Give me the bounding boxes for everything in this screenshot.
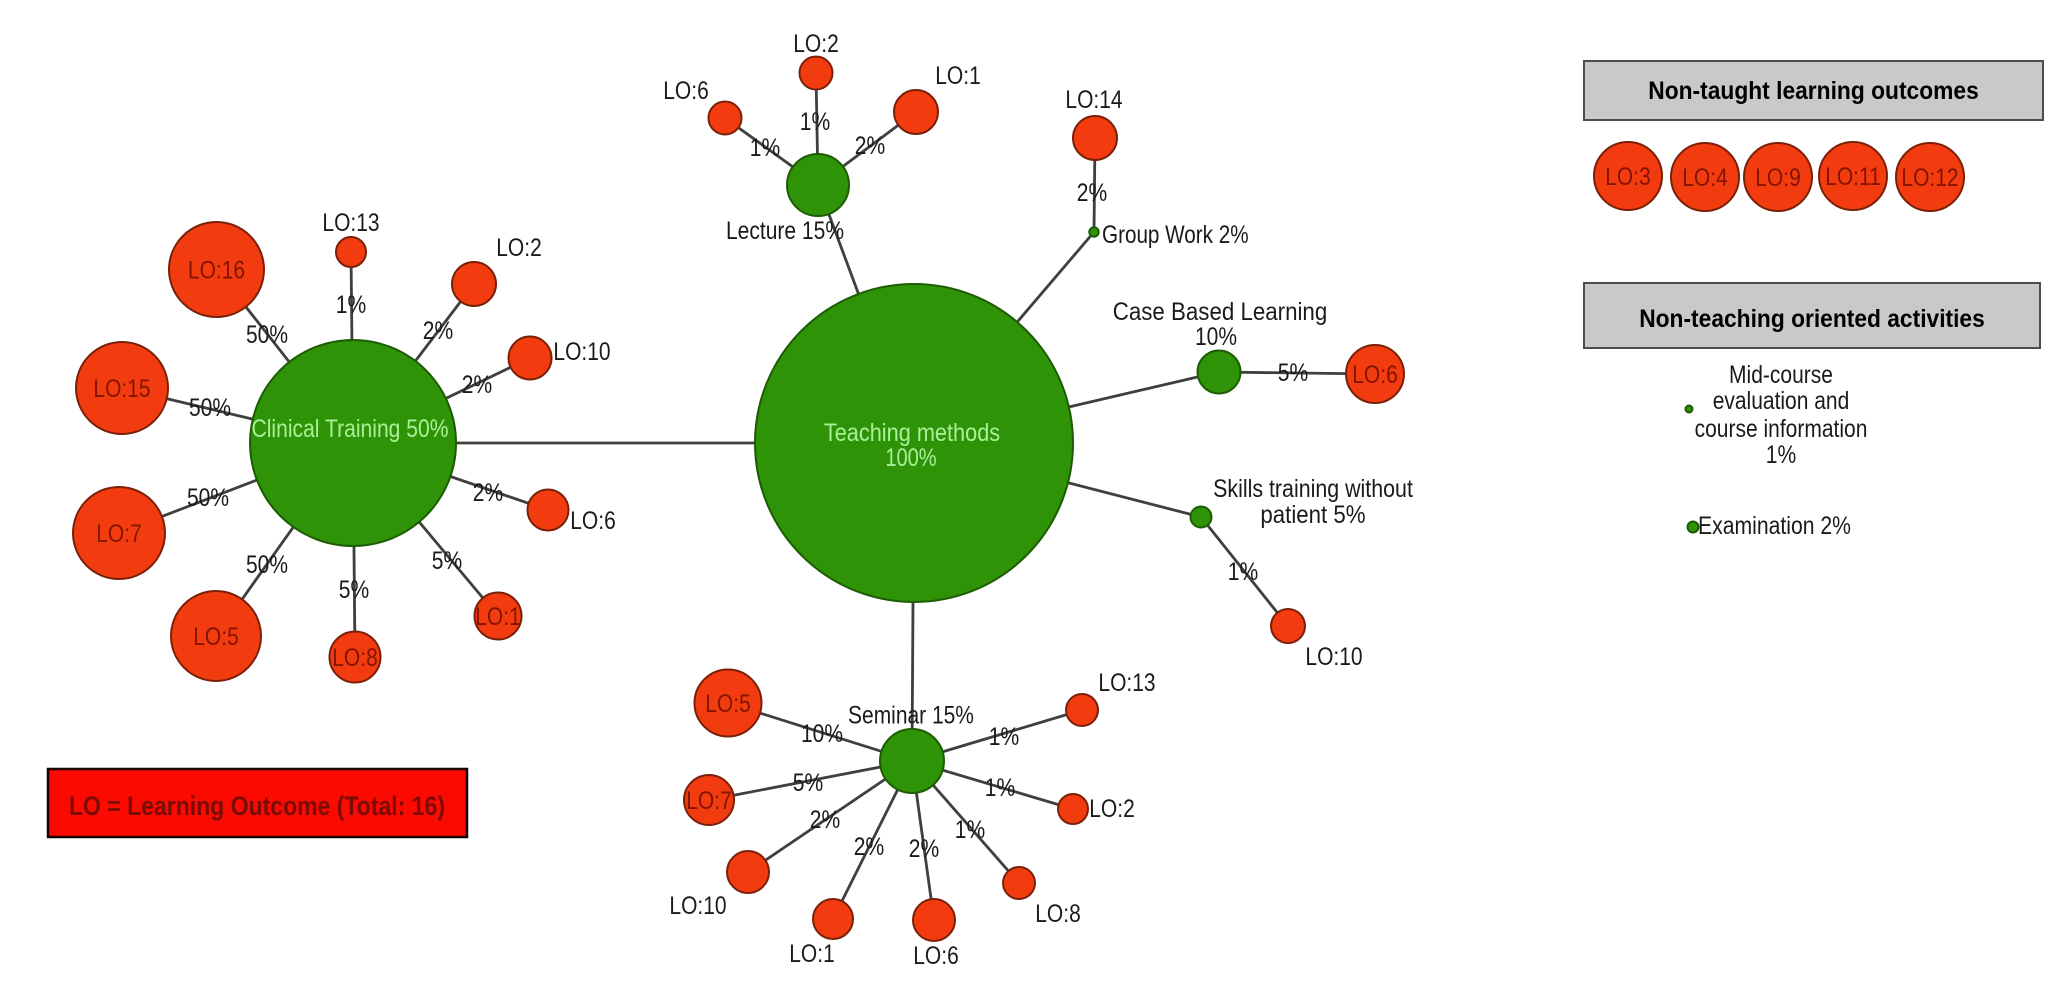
svg-text:50%: 50% <box>189 394 231 422</box>
svg-text:2%: 2% <box>810 806 840 834</box>
svg-text:LO:2: LO:2 <box>1089 795 1135 823</box>
svg-text:LO:12: LO:12 <box>1901 164 1958 192</box>
svg-text:100%: 100% <box>885 444 936 472</box>
svg-text:LO:4: LO:4 <box>1682 164 1728 192</box>
svg-text:LO:5: LO:5 <box>193 623 239 651</box>
svg-text:10%: 10% <box>1195 323 1237 351</box>
svg-text:Group Work 2%: Group Work 2% <box>1102 221 1249 249</box>
svg-text:2%: 2% <box>1077 179 1107 207</box>
svg-text:LO:11: LO:11 <box>1825 163 1881 191</box>
svg-text:Examination 2%: Examination 2% <box>1698 512 1851 540</box>
svg-text:50%: 50% <box>246 551 288 579</box>
svg-text:Lecture 15%: Lecture 15% <box>726 217 844 245</box>
svg-text:1%: 1% <box>955 816 985 844</box>
svg-text:LO:13: LO:13 <box>322 209 379 237</box>
svg-text:1%: 1% <box>989 723 1019 751</box>
svg-text:LO:6: LO:6 <box>663 77 709 105</box>
svg-text:Non-taught learning outcomes: Non-taught learning outcomes <box>1648 77 1979 105</box>
svg-text:10%: 10% <box>801 720 843 748</box>
svg-text:LO:6: LO:6 <box>913 942 959 970</box>
svg-text:LO:10: LO:10 <box>669 892 726 920</box>
svg-text:LO:13: LO:13 <box>1098 669 1155 697</box>
svg-text:LO:2: LO:2 <box>793 30 839 58</box>
svg-text:1%: 1% <box>1228 558 1258 586</box>
svg-text:1%: 1% <box>336 291 366 319</box>
svg-text:LO:10: LO:10 <box>1305 643 1362 671</box>
svg-text:1%: 1% <box>750 134 780 162</box>
svg-text:LO:16: LO:16 <box>188 257 245 285</box>
svg-text:LO:7: LO:7 <box>686 787 732 815</box>
svg-text:course information: course information <box>1695 415 1868 443</box>
svg-text:LO:1: LO:1 <box>475 603 521 631</box>
svg-text:50%: 50% <box>187 484 229 512</box>
svg-text:LO:2: LO:2 <box>496 234 542 262</box>
svg-text:5%: 5% <box>339 576 369 604</box>
svg-text:LO:6: LO:6 <box>570 507 616 535</box>
svg-text:1%: 1% <box>985 774 1015 802</box>
svg-text:1%: 1% <box>1766 441 1796 469</box>
svg-text:5%: 5% <box>432 547 462 575</box>
svg-text:2%: 2% <box>909 835 939 863</box>
svg-text:LO:8: LO:8 <box>1035 900 1081 928</box>
svg-text:2%: 2% <box>854 833 884 861</box>
svg-text:LO:9: LO:9 <box>1755 164 1801 192</box>
svg-text:LO:14: LO:14 <box>1065 86 1122 114</box>
svg-text:Mid-course: Mid-course <box>1729 361 1833 389</box>
svg-text:LO:10: LO:10 <box>553 338 610 366</box>
svg-text:evaluation and: evaluation and <box>1713 387 1850 415</box>
svg-text:2%: 2% <box>462 371 492 399</box>
svg-text:5%: 5% <box>793 769 823 797</box>
svg-text:2%: 2% <box>473 479 503 507</box>
svg-text:LO:3: LO:3 <box>1605 163 1651 191</box>
svg-text:2%: 2% <box>855 132 885 160</box>
svg-text:Skills training without: Skills training without <box>1213 475 1413 503</box>
svg-text:LO:1: LO:1 <box>935 62 981 90</box>
svg-text:2%: 2% <box>423 317 453 345</box>
svg-text:LO:8: LO:8 <box>332 644 378 672</box>
svg-text:5%: 5% <box>1278 359 1308 387</box>
svg-text:patient 5%: patient 5% <box>1260 501 1365 529</box>
svg-text:LO:6: LO:6 <box>1352 361 1398 389</box>
svg-text:Non-teaching oriented activiti: Non-teaching oriented activities <box>1639 305 1985 333</box>
svg-text:Teaching methods: Teaching methods <box>824 419 1000 447</box>
svg-text:Clinical Training 50%: Clinical Training 50% <box>252 415 449 443</box>
svg-text:Seminar 15%: Seminar 15% <box>848 702 974 730</box>
svg-text:LO:7: LO:7 <box>96 520 142 548</box>
svg-text:LO:15: LO:15 <box>93 375 150 403</box>
svg-text:50%: 50% <box>246 321 288 349</box>
svg-text:1%: 1% <box>800 108 830 136</box>
svg-text:Case Based Learning: Case Based Learning <box>1113 298 1328 326</box>
svg-text:LO:5: LO:5 <box>705 690 751 718</box>
svg-text:LO = Learning Outcome (Total:: LO = Learning Outcome (Total: 16) <box>69 791 445 821</box>
svg-text:LO:1: LO:1 <box>789 940 835 968</box>
